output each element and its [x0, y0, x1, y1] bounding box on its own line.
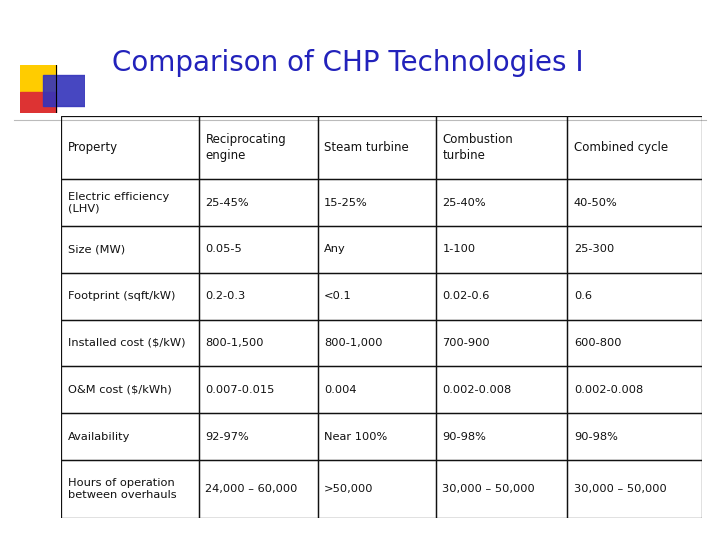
Bar [436, 413, 567, 460]
Bar [318, 413, 436, 460]
Bar [61, 413, 199, 460]
Bar [567, 226, 702, 273]
Text: Combustion
turbine: Combustion turbine [443, 133, 513, 162]
Text: 25-300: 25-300 [574, 245, 614, 254]
Text: Size (MW): Size (MW) [68, 245, 125, 254]
Text: 0.004: 0.004 [324, 385, 356, 395]
Text: 24,000 – 60,000: 24,000 – 60,000 [205, 484, 298, 494]
Bar [567, 179, 702, 226]
Bar [199, 366, 318, 413]
Bar [199, 273, 318, 320]
Text: 92-97%: 92-97% [205, 431, 249, 442]
Bar [61, 116, 199, 179]
Text: 0.05-5: 0.05-5 [205, 245, 242, 254]
Text: 0.007-0.015: 0.007-0.015 [205, 385, 275, 395]
Text: Footprint (sqft/kW): Footprint (sqft/kW) [68, 291, 175, 301]
Text: Steam turbine: Steam turbine [324, 141, 409, 154]
Bar [567, 273, 702, 320]
Bar [436, 116, 567, 179]
Bar [436, 366, 567, 413]
Text: Property: Property [68, 141, 118, 154]
Text: 0.002-0.008: 0.002-0.008 [443, 385, 512, 395]
Bar [318, 320, 436, 366]
Text: 600-800: 600-800 [574, 338, 621, 348]
Text: 1-100: 1-100 [443, 245, 476, 254]
Bar [318, 273, 436, 320]
Text: Availability: Availability [68, 431, 130, 442]
Bar [318, 226, 436, 273]
Bar [61, 226, 199, 273]
Text: 90-98%: 90-98% [574, 431, 618, 442]
Text: 0.6: 0.6 [574, 291, 592, 301]
Text: 90-98%: 90-98% [443, 431, 486, 442]
Bar [436, 226, 567, 273]
Bar [318, 116, 436, 179]
Text: Installed cost ($/kW): Installed cost ($/kW) [68, 338, 185, 348]
Bar [567, 460, 702, 518]
Text: 0.002-0.008: 0.002-0.008 [574, 385, 643, 395]
Text: Electric efficiency
(LHV): Electric efficiency (LHV) [68, 192, 169, 214]
Text: 15-25%: 15-25% [324, 198, 368, 208]
Bar [199, 320, 318, 366]
Text: Any: Any [324, 245, 346, 254]
Text: 0.02-0.6: 0.02-0.6 [443, 291, 490, 301]
Text: 30,000 – 50,000: 30,000 – 50,000 [443, 484, 535, 494]
Text: 0.2-0.3: 0.2-0.3 [205, 291, 246, 301]
Text: <0.1: <0.1 [324, 291, 351, 301]
Text: Comparison of CHP Technologies I: Comparison of CHP Technologies I [112, 49, 583, 77]
Bar [61, 460, 199, 518]
Bar [20, 65, 56, 91]
Bar [199, 226, 318, 273]
Bar [61, 320, 199, 366]
Text: O&M cost ($/kWh): O&M cost ($/kWh) [68, 385, 171, 395]
Text: >50,000: >50,000 [324, 484, 374, 494]
Bar [436, 460, 567, 518]
Text: 40-50%: 40-50% [574, 198, 618, 208]
Text: Near 100%: Near 100% [324, 431, 387, 442]
Text: 25-40%: 25-40% [443, 198, 486, 208]
Bar [436, 179, 567, 226]
Text: Reciprocating
engine: Reciprocating engine [205, 133, 286, 162]
Bar [567, 320, 702, 366]
Bar [567, 116, 702, 179]
Bar [199, 116, 318, 179]
Bar [43, 75, 85, 106]
Bar [61, 366, 199, 413]
Bar [199, 413, 318, 460]
Bar [567, 366, 702, 413]
Text: 25-45%: 25-45% [205, 198, 249, 208]
Bar [199, 460, 318, 518]
Bar [318, 179, 436, 226]
Text: 700-900: 700-900 [443, 338, 490, 348]
Text: Combined cycle: Combined cycle [574, 141, 668, 154]
Text: 800-1,000: 800-1,000 [324, 338, 382, 348]
Bar [61, 273, 199, 320]
Bar [61, 179, 199, 226]
Text: Hours of operation
between overhauls: Hours of operation between overhauls [68, 478, 176, 500]
Text: 800-1,500: 800-1,500 [205, 338, 264, 348]
Bar [436, 273, 567, 320]
Bar [20, 91, 56, 118]
Text: 30,000 – 50,000: 30,000 – 50,000 [574, 484, 667, 494]
Bar [318, 366, 436, 413]
Bar [436, 320, 567, 366]
Bar [318, 460, 436, 518]
Bar [199, 179, 318, 226]
Bar [567, 413, 702, 460]
